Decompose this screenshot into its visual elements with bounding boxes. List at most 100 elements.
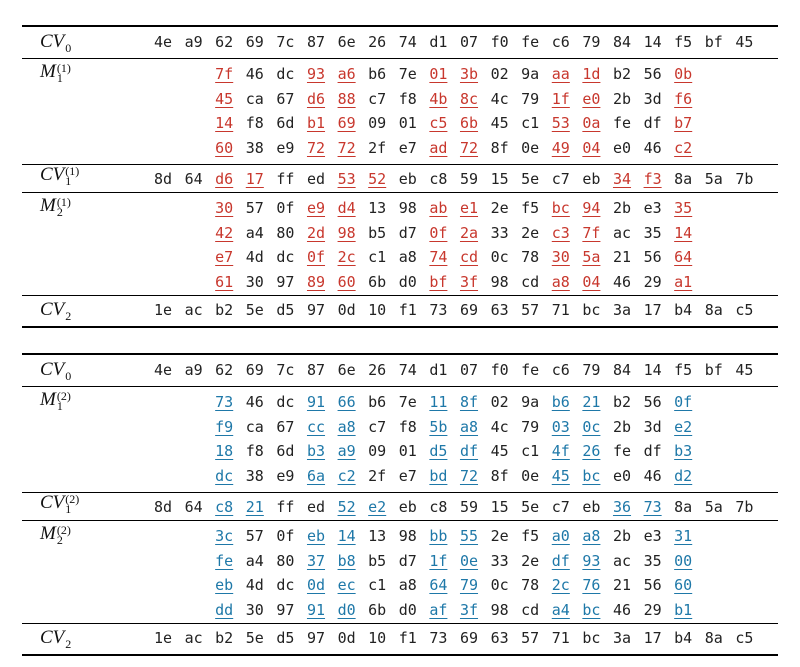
hex-byte: e7 — [215, 248, 234, 266]
m1-label: M (2) 1 — [40, 389, 71, 412]
hex-byte: d6 — [306, 89, 326, 108]
label-scripts: (1) 1 — [65, 165, 79, 188]
hex-byte: 79 — [521, 417, 540, 436]
hex-byte: 46 — [245, 65, 264, 83]
label-scripts: 0 — [65, 33, 71, 54]
cv0-label: CV 0 — [40, 31, 71, 54]
hex-byte: 46 — [643, 138, 662, 157]
hex-byte: 2e — [521, 551, 540, 570]
hex-byte: d1 — [429, 33, 448, 51]
hex-byte: 4e — [153, 361, 173, 379]
hex-byte: 1e — [153, 629, 173, 647]
hex-byte: df — [459, 442, 479, 460]
hex-byte: 01 — [398, 442, 417, 460]
hex-byte: e1 — [459, 199, 479, 217]
hex-byte: a1 — [674, 272, 693, 291]
hex-byte: f5 — [521, 527, 540, 545]
hex-byte: c7 — [551, 498, 570, 516]
hex-byte: 74 — [429, 248, 448, 266]
hex-byte: e0 — [582, 89, 601, 108]
hex-byte: bc — [582, 466, 601, 485]
hex-byte: 98 — [398, 199, 417, 217]
hex-byte: f9 — [215, 417, 234, 436]
hex-byte: bf — [704, 361, 723, 379]
hex-byte: 84 — [612, 361, 632, 379]
hex-byte: f8 — [398, 89, 417, 108]
hex-byte: 62 — [215, 33, 234, 51]
hex-byte: 93 — [306, 65, 326, 83]
hex-byte: 56 — [643, 393, 662, 411]
hex-byte: 15 — [490, 170, 509, 188]
hex-byte: 49 — [551, 138, 570, 157]
hex-byte: 98 — [490, 272, 509, 291]
hex-byte: 0f — [429, 223, 448, 242]
hex-byte: 57 — [245, 527, 264, 545]
hex-byte: 2d — [306, 223, 326, 242]
hex-byte: 2c — [551, 576, 570, 594]
hex-byte: f5 — [521, 199, 540, 217]
hex-byte: bc — [582, 600, 601, 619]
hex-byte: d4 — [337, 199, 356, 217]
hex-byte: 15 — [490, 498, 509, 516]
hex-byte: 7f — [215, 65, 234, 83]
rule-top — [22, 353, 778, 355]
hex-byte: eb — [582, 498, 601, 516]
hex-byte: a4 — [245, 223, 264, 242]
hex-byte: 8a — [674, 170, 693, 188]
hex-byte: 9a — [521, 65, 540, 83]
hex-byte: 30 — [245, 600, 264, 619]
m1-label: M (1) 1 — [40, 61, 71, 84]
hex-byte: f3 — [643, 170, 662, 188]
hex-byte: b2 — [215, 629, 234, 647]
cv2-label: CV 2 — [40, 627, 72, 651]
hex-byte: 5e — [245, 629, 264, 647]
hex-byte: d5 — [276, 301, 295, 319]
hex-byte: ac — [184, 301, 203, 319]
hex-byte: aa — [551, 65, 570, 83]
hex-byte: c8 — [215, 498, 234, 516]
hex-byte: af — [429, 600, 448, 619]
hex-byte: 5a — [704, 498, 723, 516]
hex-byte: d1 — [429, 361, 448, 379]
label-superscript: (2) — [56, 522, 71, 537]
hex-byte: 4d — [245, 576, 264, 594]
hex-byte: 1f — [551, 89, 570, 108]
hex-byte: 46 — [245, 393, 264, 411]
hex-byte: 5e — [521, 498, 540, 516]
hex-byte: eb — [398, 170, 417, 188]
hex-byte: 5e — [521, 170, 540, 188]
hex-byte: a4 — [551, 600, 570, 619]
hex-byte: 0d — [337, 629, 356, 647]
hex-byte: 7f — [582, 223, 601, 242]
hex-byte: 3c — [215, 527, 234, 545]
hex-byte: b3 — [306, 442, 326, 460]
hex-byte: 4c — [490, 417, 509, 436]
hex-byte: 46 — [643, 466, 662, 485]
hex-byte: bd — [429, 466, 448, 485]
rule-separator — [22, 623, 778, 624]
hex-byte: 13 — [368, 527, 387, 545]
hex-byte: f6 — [674, 89, 693, 108]
hex-byte: 76 — [582, 576, 601, 594]
hex-byte: 7b — [735, 170, 754, 188]
hex-byte: 37 — [306, 551, 326, 570]
hex-byte: 71 — [551, 629, 570, 647]
hex-byte: eb — [582, 170, 601, 188]
hex-byte: e7 — [398, 466, 417, 485]
rule-separator — [22, 492, 778, 493]
label-base: CV — [40, 299, 65, 320]
hex-byte: b8 — [337, 551, 356, 570]
hex-byte: b4 — [674, 629, 693, 647]
hex-byte: 78 — [521, 576, 540, 594]
hex-byte: cc — [306, 417, 326, 436]
hex-byte: 93 — [582, 551, 601, 570]
hex-byte: a8 — [337, 417, 356, 436]
label-subscript: 1 — [65, 173, 72, 188]
hex-byte: cd — [521, 272, 540, 291]
label-subscript: 2 — [65, 636, 72, 651]
hex-byte: 94 — [582, 199, 601, 217]
hex-byte: 04 — [582, 138, 601, 157]
hex-byte: 52 — [368, 170, 387, 188]
hex-byte: 6e — [337, 33, 356, 51]
hex-byte: 56 — [643, 248, 662, 266]
